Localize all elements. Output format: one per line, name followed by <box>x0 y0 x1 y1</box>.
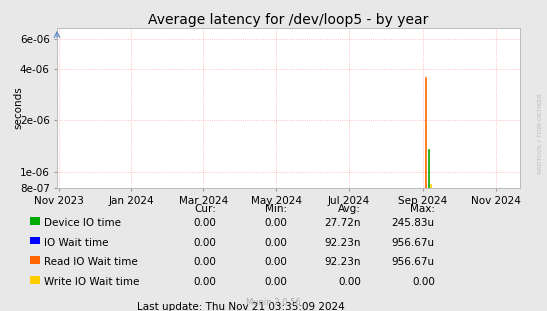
Text: 0.00: 0.00 <box>338 277 361 287</box>
Text: 0.00: 0.00 <box>264 277 287 287</box>
Text: 0.00: 0.00 <box>193 218 216 228</box>
Text: 0.00: 0.00 <box>412 277 435 287</box>
Title: Average latency for /dev/loop5 - by year: Average latency for /dev/loop5 - by year <box>148 13 429 27</box>
Text: 0.00: 0.00 <box>193 277 216 287</box>
Text: RRDTOOL / TOBI OETIKER: RRDTOOL / TOBI OETIKER <box>538 93 543 174</box>
Text: 956.67u: 956.67u <box>392 238 435 248</box>
Text: 0.00: 0.00 <box>264 258 287 267</box>
Text: 92.23n: 92.23n <box>324 258 361 267</box>
Text: Avg:: Avg: <box>338 204 361 214</box>
Text: Cur:: Cur: <box>194 204 216 214</box>
Text: 0.00: 0.00 <box>264 218 287 228</box>
Text: 0.00: 0.00 <box>193 258 216 267</box>
Text: Device IO time: Device IO time <box>44 218 121 228</box>
Text: 245.83u: 245.83u <box>392 218 435 228</box>
Y-axis label: seconds: seconds <box>14 87 24 129</box>
Text: IO Wait time: IO Wait time <box>44 238 109 248</box>
Text: 956.67u: 956.67u <box>392 258 435 267</box>
Text: Read IO Wait time: Read IO Wait time <box>44 258 138 267</box>
Text: Max:: Max: <box>410 204 435 214</box>
Text: Last update: Thu Nov 21 03:35:09 2024: Last update: Thu Nov 21 03:35:09 2024 <box>137 302 345 311</box>
Text: Munin 2.0.56: Munin 2.0.56 <box>246 298 301 307</box>
Text: Min:: Min: <box>265 204 287 214</box>
Text: 92.23n: 92.23n <box>324 238 361 248</box>
Text: 0.00: 0.00 <box>193 238 216 248</box>
Text: Write IO Wait time: Write IO Wait time <box>44 277 139 287</box>
Text: 0.00: 0.00 <box>264 238 287 248</box>
Text: 27.72n: 27.72n <box>324 218 361 228</box>
